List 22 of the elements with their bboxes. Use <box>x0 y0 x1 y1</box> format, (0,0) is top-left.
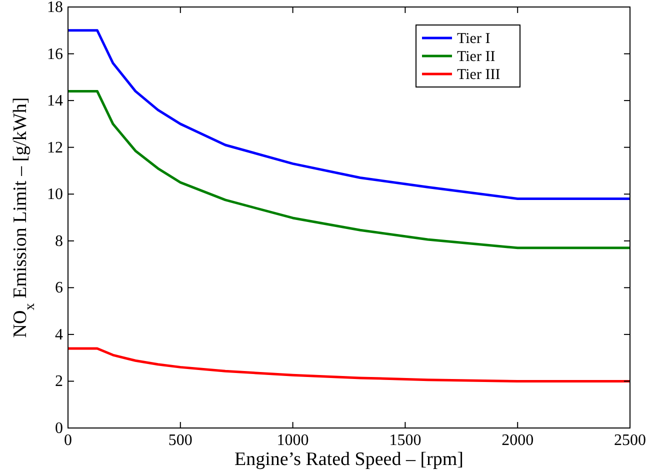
x-tick-label: 2500 <box>614 432 646 449</box>
x-tick-label: 2000 <box>502 432 534 449</box>
y-tick-label: 6 <box>55 280 63 297</box>
line-series <box>66 90 632 250</box>
y-tick-label: 16 <box>47 46 63 63</box>
legend-label: Tier I <box>457 31 490 47</box>
y-tick-label: 4 <box>55 326 63 344</box>
legend-label: Tier II <box>457 49 496 65</box>
x-tick-label: 500 <box>168 432 192 449</box>
y-tick-label: 0 <box>55 420 63 437</box>
y-tick-label: 12 <box>47 139 63 156</box>
y-tick-label: 18 <box>47 0 63 16</box>
x-tick-label: 1000 <box>276 432 309 449</box>
x-tick-label: 1500 <box>389 432 422 449</box>
y-tick-label: 8 <box>55 232 63 250</box>
y-tick-label: 2 <box>55 373 63 390</box>
line-series <box>66 29 632 200</box>
y-tick-label: 14 <box>47 92 63 110</box>
legend-label: Tier III <box>457 67 500 83</box>
line-series <box>66 347 632 382</box>
x-axis-title: Engine’s Rated Speed – [rpm] <box>234 449 464 470</box>
y-tick-label: 10 <box>47 186 63 204</box>
